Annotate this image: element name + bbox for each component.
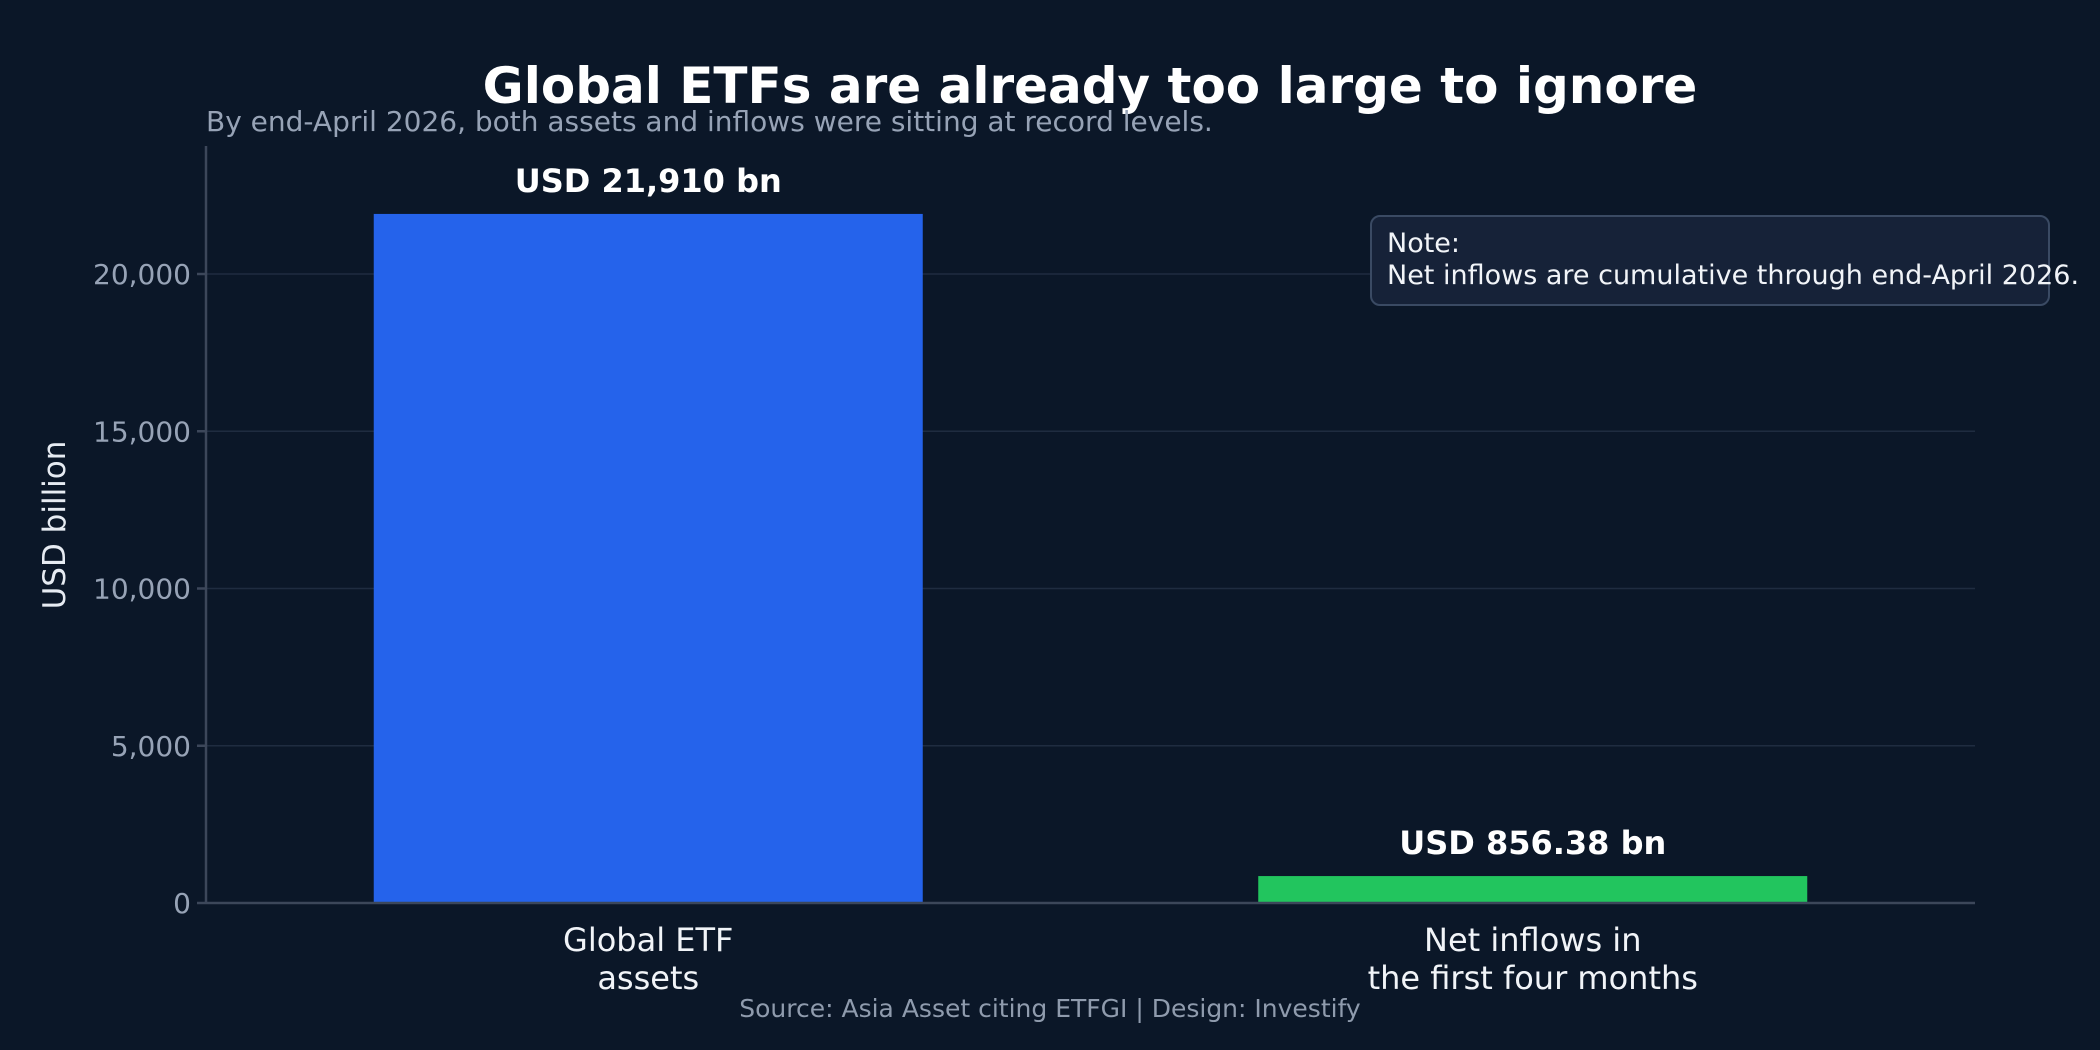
y-tick-label: 5,000 (111, 730, 191, 763)
y-tick-label: 20,000 (93, 258, 191, 291)
y-axis-label: USD billion (37, 441, 73, 610)
bar-data-label: USD 21,910 bn (515, 162, 782, 200)
note-heading: Note: (1387, 228, 1460, 259)
source-note: Source: Asia Asset citing ETFGI | Design… (739, 994, 1361, 1023)
chart-title: Global ETFs are already too large to ign… (483, 57, 1698, 115)
y-tick-label: 0 (173, 887, 191, 920)
bars (373, 213, 1808, 904)
chart-subtitle: By end-April 2026, both assets and inflo… (206, 105, 1213, 138)
x-category-label: the first four months (1368, 959, 1698, 997)
y-tick-label: 10,000 (93, 573, 191, 606)
bar (373, 213, 923, 904)
x-category-label: Global ETF (563, 921, 733, 959)
bar-data-label: USD 856.38 bn (1399, 824, 1666, 862)
y-ticks: 0 5,000 10,000 15,000 20,000 (93, 258, 206, 920)
bar (1258, 876, 1808, 903)
data-labels: USD 21,910 bn USD 856.38 bn (515, 162, 1667, 862)
y-tick-label: 15,000 (93, 415, 191, 448)
note-box: Note: Net inflows are cumulative through… (1370, 215, 2079, 306)
note-box-background (1370, 215, 2050, 306)
note-text: Net inflows are cumulative through end-A… (1387, 260, 2079, 291)
x-category-label: Net inflows in (1424, 921, 1641, 959)
x-category-label: assets (597, 959, 699, 997)
